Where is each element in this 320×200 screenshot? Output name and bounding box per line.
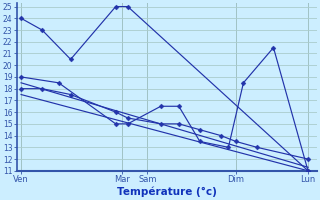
X-axis label: Température (°c): Température (°c) [117,187,217,197]
